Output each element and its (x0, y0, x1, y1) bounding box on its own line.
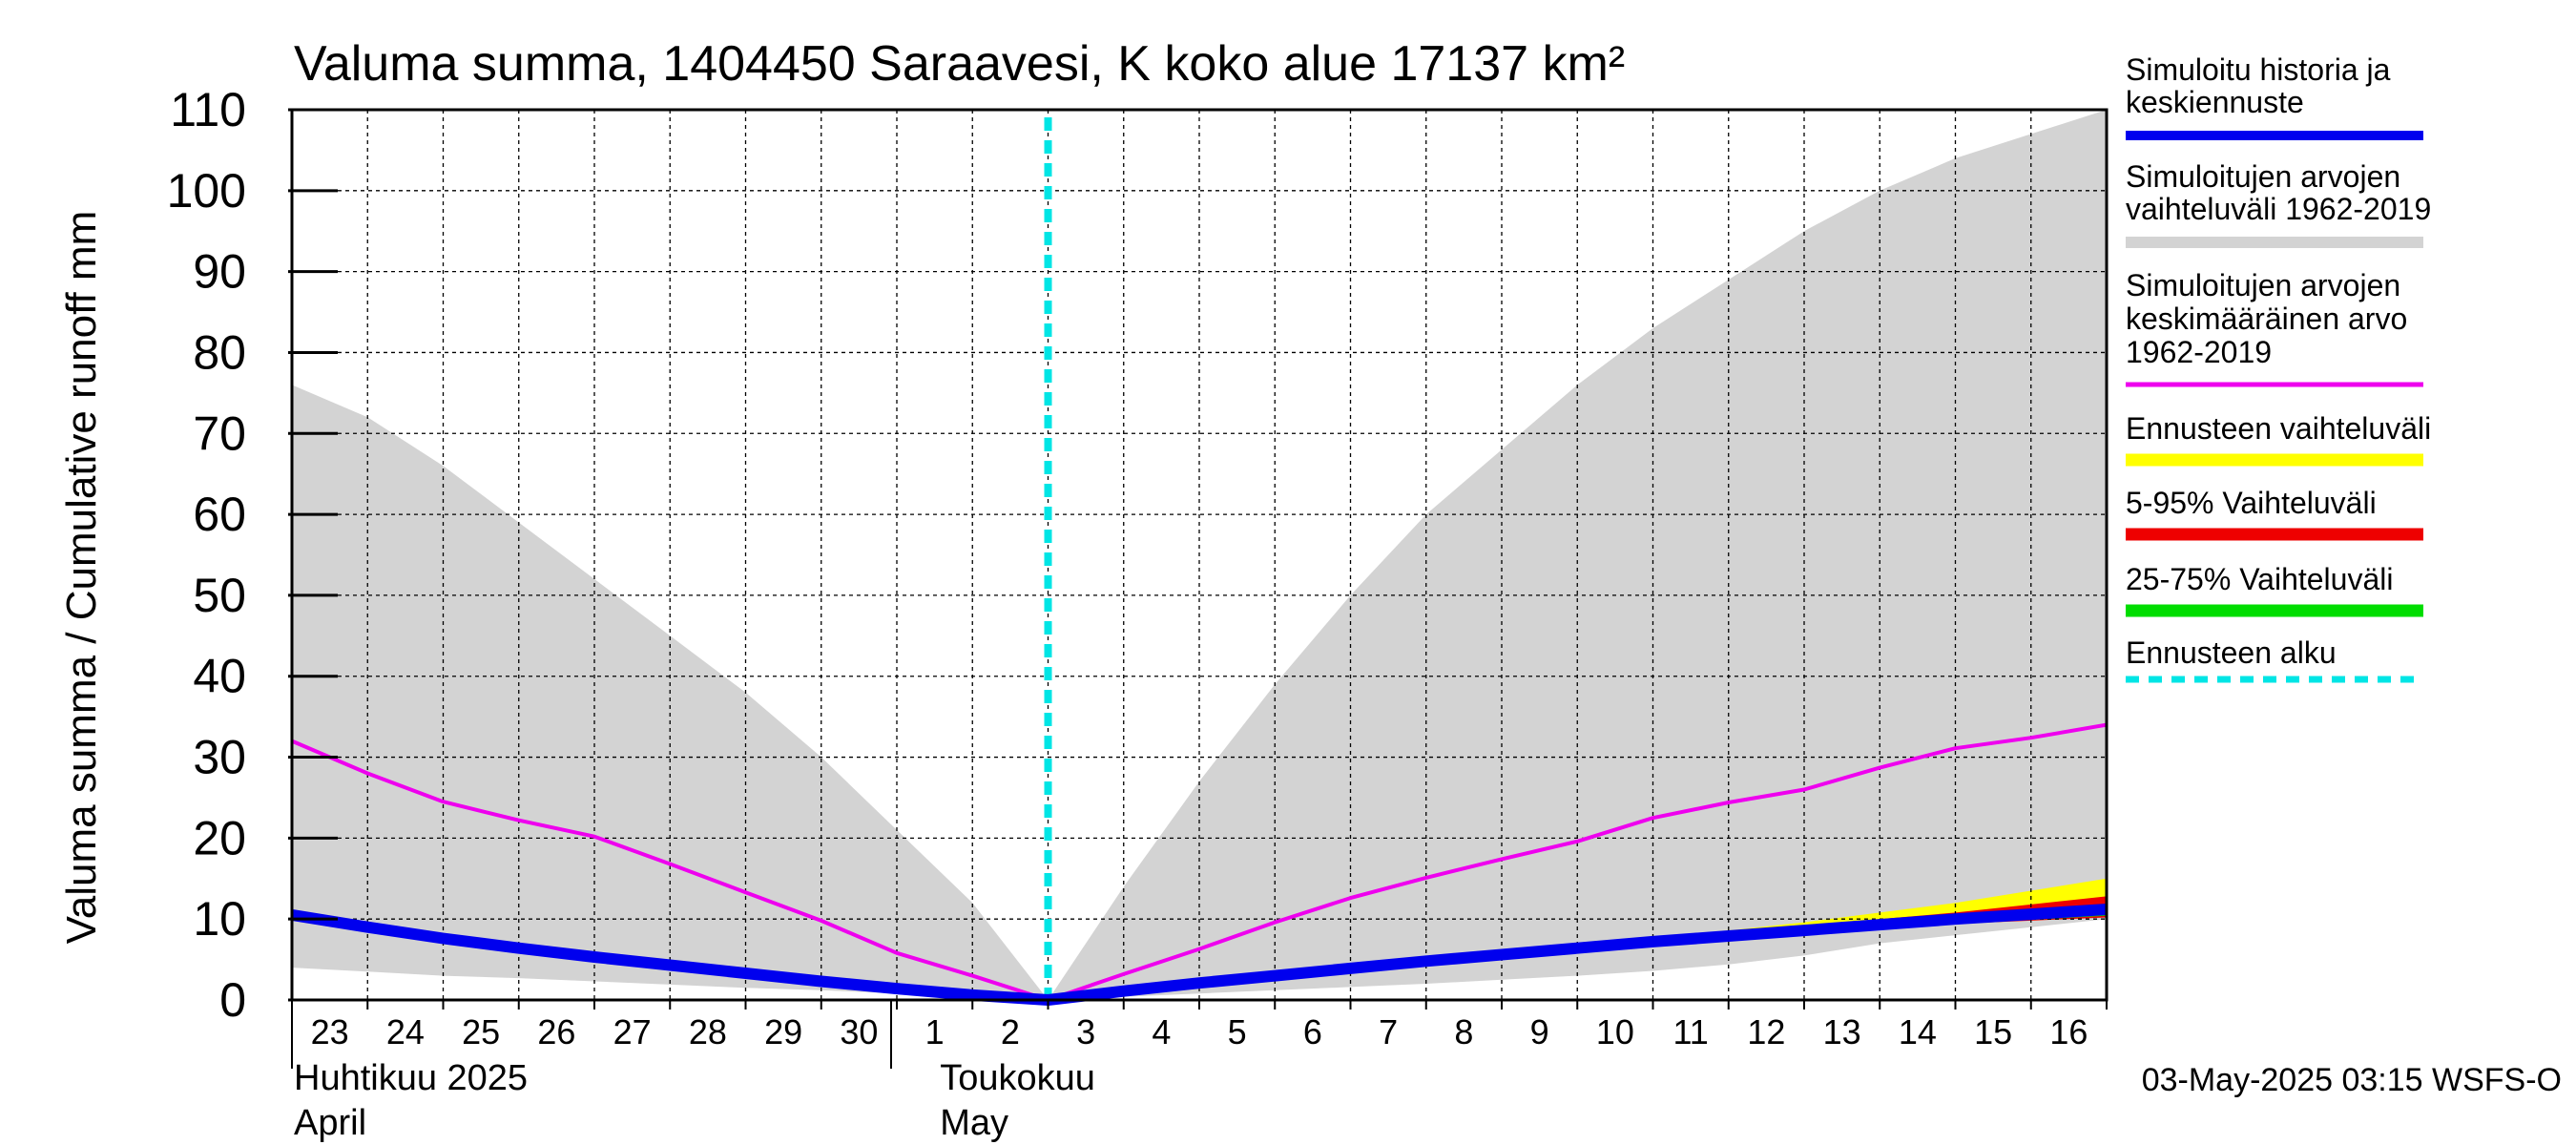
x-tick-label: 12 (1747, 1012, 1785, 1051)
legend-label: 25-75% Vaihteluväli (2126, 562, 2393, 596)
y-tick-label: 90 (193, 245, 246, 299)
x-tick-label: 8 (1454, 1012, 1473, 1051)
x-tick-label: 11 (1672, 1012, 1708, 1051)
legend-layer: Simuloitu historia jakeskiennusteSimuloi… (2126, 52, 2431, 683)
x-tick-label: 24 (386, 1012, 425, 1051)
x-tick-label: 3 (1076, 1012, 1095, 1051)
month-label-fi: Huhtikuu 2025 (294, 1058, 528, 1098)
month-label-fi: Toukokuu (940, 1058, 1095, 1098)
y-tick-label: 100 (167, 164, 246, 218)
legend-label: Simuloitujen arvojen (2126, 159, 2400, 194)
x-tick-label: 1 (925, 1012, 945, 1051)
legend-label: vaihteluväli 1962-2019 (2126, 192, 2431, 226)
legend-label: Ennusteen vaihteluväli (2126, 411, 2431, 446)
legend-item-ennusteen-vaihteluv-li: Ennusteen vaihteluväli (2126, 411, 2431, 467)
x-tick-label: 2 (1001, 1012, 1020, 1051)
y-tick-label: 60 (193, 488, 246, 541)
x-tick-label: 26 (537, 1012, 575, 1051)
x-tick-label: 9 (1530, 1012, 1549, 1051)
x-tick-label: 13 (1823, 1012, 1861, 1051)
x-tick-label: 28 (689, 1012, 727, 1051)
legend-label: Ennusteen alku (2126, 635, 2337, 670)
legend-label: keskiennuste (2126, 85, 2304, 119)
lines-layer (291, 117, 2108, 1006)
legend-label: 1962-2019 (2126, 335, 2272, 369)
x-tick-label: 15 (1974, 1012, 2012, 1051)
x-tick-label: 14 (1899, 1012, 1937, 1051)
month-label-en: May (940, 1103, 1008, 1143)
legend-item-ennusteen-alku: Ennusteen alku (2126, 635, 2423, 683)
legend-label: 5-95% Vaihteluväli (2126, 486, 2377, 520)
x-tick-label: 30 (840, 1012, 878, 1051)
x-tick-label: 29 (764, 1012, 802, 1051)
x-tick-label: 10 (1596, 1012, 1634, 1051)
x-tick-label: 25 (462, 1012, 500, 1051)
line-simuloitujen-arvojen-keskim-r-inen-arvo-1962-2019 (291, 722, 2108, 1002)
legend-label: keskimääräinen arvo (2126, 302, 2407, 336)
y-tick-label: 0 (219, 973, 246, 1027)
y-axis-label: Valuma summa / Cumulative runoff mm (58, 211, 105, 945)
y-tick-label: 50 (193, 569, 246, 622)
y-tick-label: 70 (193, 406, 246, 460)
legend-item-25-75-vaihteluv-li: 25-75% Vaihteluväli (2126, 562, 2423, 617)
y-tick-label: 10 (193, 892, 246, 946)
y-tick-label: 80 (193, 325, 246, 379)
x-tick-label: 27 (613, 1012, 652, 1051)
x-tick-label: 7 (1379, 1012, 1398, 1051)
footer-timestamp: 03-May-2025 03:15 WSFS-O (2142, 1062, 2562, 1098)
legend-label: Simuloitujen arvojen (2126, 268, 2400, 302)
y-tick-label: 110 (170, 83, 246, 136)
x-tick-label: 6 (1303, 1012, 1322, 1051)
grid-layer (292, 110, 2107, 1000)
y-tick-label: 20 (193, 811, 246, 864)
month-label-en: April (294, 1103, 366, 1143)
x-tick-label: 23 (311, 1012, 349, 1051)
y-tick-label: 30 (193, 731, 246, 784)
chart-title: Valuma summa, 1404450 Saraavesi, K koko … (294, 36, 1625, 92)
x-tick-label: 5 (1228, 1012, 1247, 1051)
x-tick-label: 16 (2049, 1012, 2088, 1051)
legend-item-5-95-vaihteluv-li: 5-95% Vaihteluväli (2126, 486, 2423, 541)
y-tick-label: 40 (193, 650, 246, 703)
line-simuloitu-historia-ja-keskiennuste (291, 904, 2108, 1006)
legend-label: Simuloitu historia ja (2126, 52, 2391, 87)
x-tick-label: 4 (1152, 1012, 1171, 1051)
